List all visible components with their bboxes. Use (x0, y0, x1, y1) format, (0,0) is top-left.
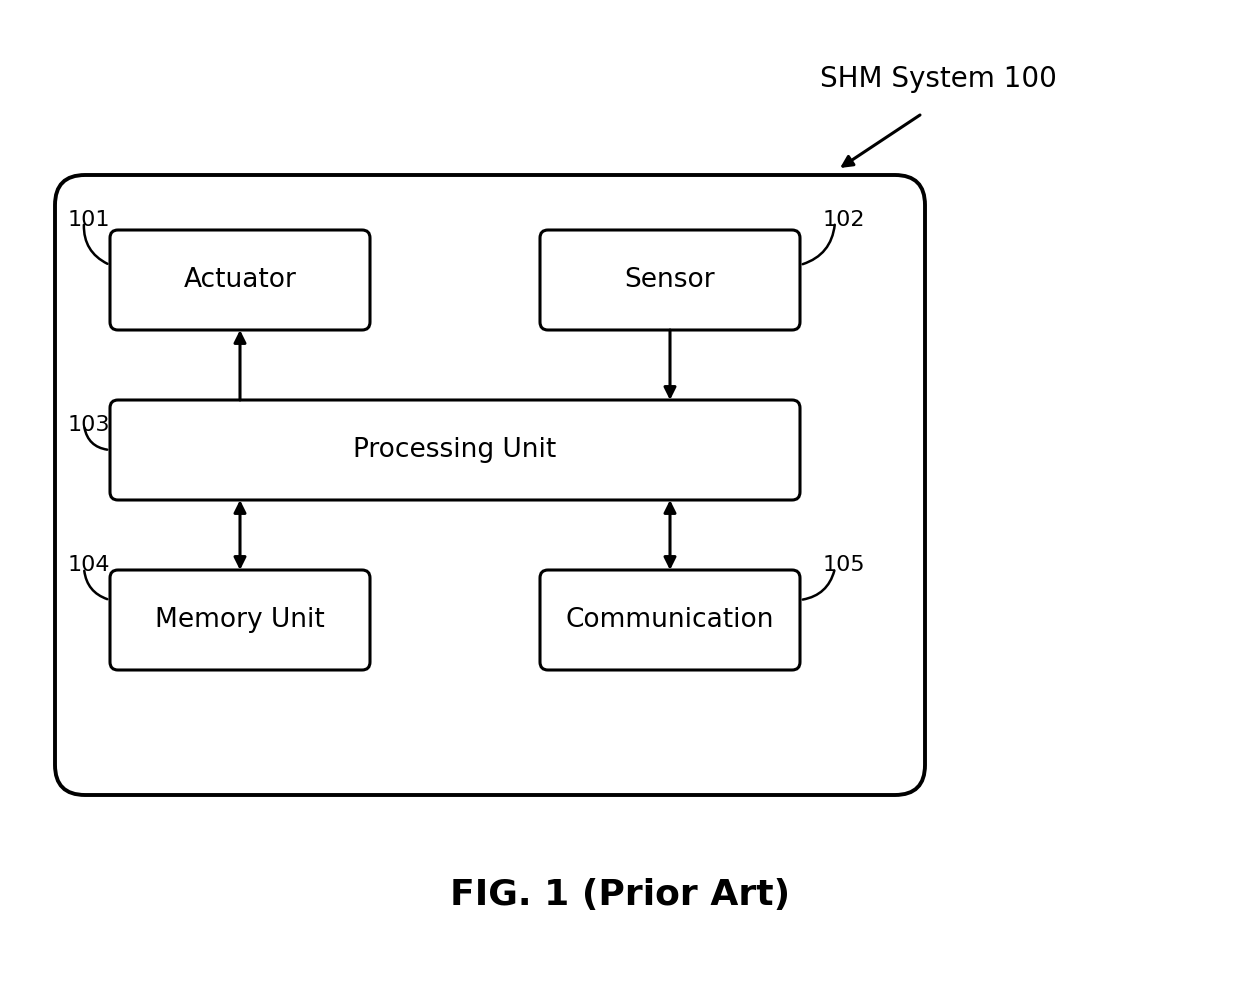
Text: 105: 105 (823, 555, 866, 575)
Text: 101: 101 (68, 210, 110, 230)
FancyBboxPatch shape (110, 230, 370, 330)
FancyBboxPatch shape (110, 400, 800, 500)
FancyBboxPatch shape (55, 175, 925, 795)
Text: Sensor: Sensor (625, 267, 715, 293)
Text: SHM System 100: SHM System 100 (820, 65, 1056, 93)
Text: Processing Unit: Processing Unit (353, 437, 557, 463)
Text: 102: 102 (823, 210, 866, 230)
Text: 104: 104 (68, 555, 110, 575)
FancyBboxPatch shape (539, 230, 800, 330)
Text: Memory Unit: Memory Unit (155, 607, 325, 633)
Text: Communication: Communication (565, 607, 774, 633)
Text: Actuator: Actuator (184, 267, 296, 293)
FancyBboxPatch shape (539, 570, 800, 670)
Text: FIG. 1 (Prior Art): FIG. 1 (Prior Art) (450, 878, 790, 912)
Text: 103: 103 (68, 415, 110, 435)
FancyBboxPatch shape (110, 570, 370, 670)
